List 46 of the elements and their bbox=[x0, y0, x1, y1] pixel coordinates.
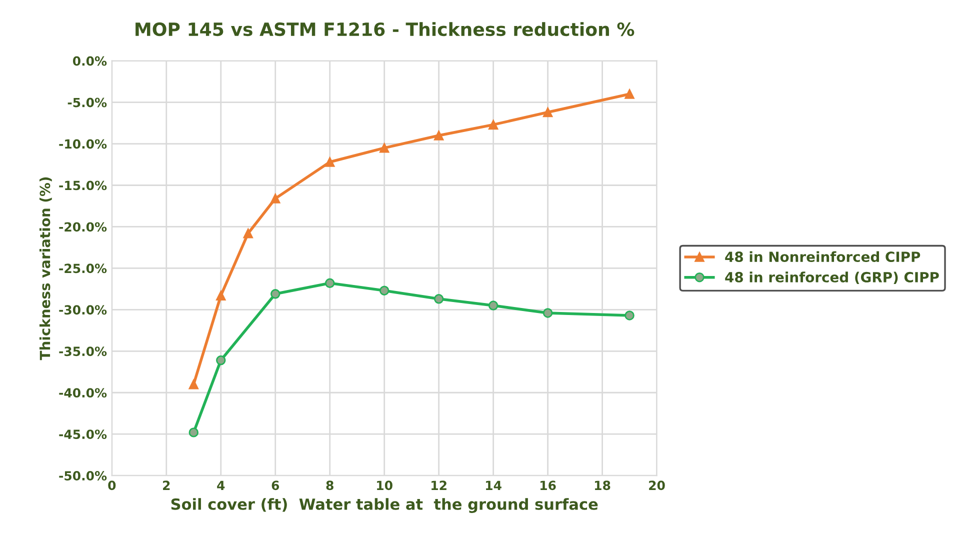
point bbox=[379, 143, 390, 153]
y-axis-title: Thickness variation (%) bbox=[39, 177, 52, 360]
point bbox=[188, 428, 198, 438]
legend-label: 48 in reinforced (GRP) CIPP bbox=[725, 272, 939, 284]
y-tick-label: -30.0% bbox=[59, 305, 107, 315]
point bbox=[542, 308, 553, 318]
chart-title: MOP 145 vs ASTM F1216 - Thickness reduction % bbox=[136, 22, 634, 36]
y-tick-label: -50.0% bbox=[59, 471, 107, 481]
point bbox=[379, 286, 390, 296]
y-tick-label: -20.0% bbox=[59, 222, 107, 232]
point bbox=[624, 89, 634, 99]
point bbox=[488, 300, 498, 310]
point bbox=[488, 120, 498, 130]
y-tick-label: 0.0% bbox=[72, 56, 107, 66]
point bbox=[324, 157, 335, 167]
point bbox=[324, 278, 335, 288]
y-tick-label: -40.0% bbox=[59, 388, 107, 398]
y-tick-label: -25.0% bbox=[59, 264, 107, 274]
x-tick-label: 18 bbox=[595, 480, 610, 490]
y-tick-label: -35.0% bbox=[59, 346, 107, 356]
point bbox=[542, 107, 553, 118]
x-tick-label: 2 bbox=[163, 480, 170, 490]
point bbox=[216, 355, 226, 366]
x-tick-label: 16 bbox=[540, 480, 556, 490]
point bbox=[624, 310, 634, 320]
y-tick-label: -45.0% bbox=[59, 430, 107, 440]
point bbox=[270, 289, 280, 299]
x-tick-label: 14 bbox=[486, 480, 502, 490]
x-tick-label: 0 bbox=[108, 480, 116, 490]
y-tick-label: -5.0% bbox=[68, 98, 107, 108]
y-tick-label: -15.0% bbox=[59, 180, 107, 190]
point bbox=[434, 130, 444, 140]
legend-label: 48 in Nonreinforced CIPP bbox=[725, 251, 920, 262]
x-tick-label: 4 bbox=[217, 480, 225, 490]
x-tick-label: 6 bbox=[272, 480, 280, 490]
x-tick-label: 10 bbox=[377, 480, 392, 490]
point bbox=[188, 379, 198, 390]
x-axis-title: Soil cover (ft) Water table at the ground surface bbox=[171, 498, 598, 513]
x-tick-label: 12 bbox=[432, 480, 446, 490]
point bbox=[434, 294, 444, 304]
y-tick-label: -10.0% bbox=[59, 139, 107, 149]
point bbox=[243, 228, 253, 238]
point bbox=[270, 194, 280, 204]
x-tick-label: 8 bbox=[326, 480, 334, 490]
x-tick-label: 20 bbox=[649, 480, 665, 490]
point bbox=[216, 290, 226, 300]
